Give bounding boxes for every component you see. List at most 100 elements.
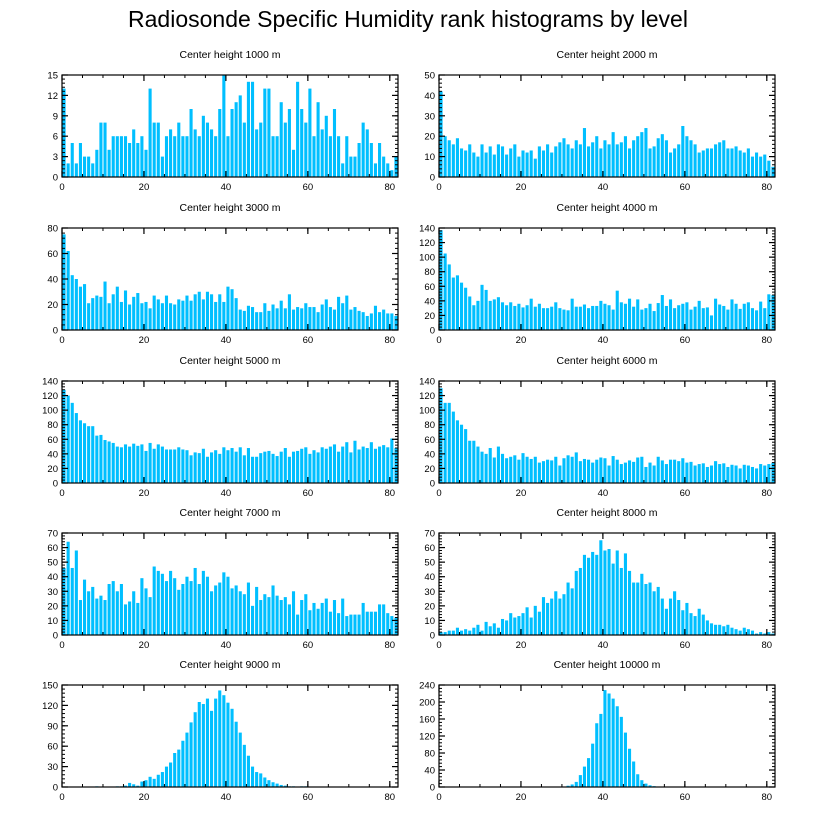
x-tick-label: 60 bbox=[303, 640, 314, 651]
histogram-bar bbox=[714, 461, 718, 483]
histogram-bar bbox=[677, 461, 681, 483]
histogram-bar bbox=[472, 627, 476, 635]
histogram-bar bbox=[505, 305, 509, 330]
histogram-bar bbox=[136, 445, 140, 483]
histogram-bar bbox=[103, 122, 107, 177]
histogram-bar bbox=[259, 453, 263, 483]
x-tick-label: 60 bbox=[680, 640, 691, 651]
histogram-bar bbox=[677, 144, 681, 177]
histogram-bar bbox=[537, 303, 541, 330]
y-tick-label: 10 bbox=[424, 152, 435, 163]
y-tick-label: 0 bbox=[53, 326, 58, 337]
x-tick-label: 20 bbox=[516, 182, 527, 193]
histogram-bar bbox=[271, 782, 275, 787]
y-tick-label: 40 bbox=[47, 572, 58, 583]
histogram-bar bbox=[316, 102, 320, 177]
histogram-bar bbox=[722, 140, 726, 177]
histogram-bar bbox=[509, 456, 513, 483]
x-tick-label: 0 bbox=[59, 488, 64, 499]
histogram-bar bbox=[152, 295, 156, 330]
histogram-bar bbox=[468, 296, 472, 330]
histogram-bar bbox=[496, 446, 500, 483]
histogram-bar bbox=[205, 456, 210, 483]
histogram-bar bbox=[656, 586, 660, 635]
histogram-bar bbox=[714, 298, 718, 330]
y-tick-label: 0 bbox=[430, 326, 435, 337]
x-tick-label: 60 bbox=[303, 182, 314, 193]
y-tick-label: 60 bbox=[424, 435, 435, 446]
histogram-bar bbox=[558, 308, 562, 330]
histogram-bar bbox=[234, 721, 238, 787]
histogram-bar bbox=[316, 312, 320, 330]
histogram-bar bbox=[255, 586, 259, 635]
histogram-bar bbox=[701, 614, 705, 635]
histogram-bar bbox=[214, 698, 218, 787]
histogram-bar bbox=[615, 459, 619, 483]
panel-title: Center height 10000 m bbox=[554, 659, 661, 671]
y-tick-label: 20 bbox=[424, 311, 435, 322]
histogram-bar bbox=[214, 136, 218, 177]
y-tick-label: 40 bbox=[424, 91, 435, 102]
histogram-bar bbox=[759, 464, 763, 483]
histogram-bar bbox=[582, 554, 587, 635]
histogram-bar bbox=[464, 287, 468, 330]
histogram-bar bbox=[767, 632, 771, 635]
histogram-bar bbox=[689, 140, 693, 177]
histogram-bar bbox=[74, 279, 78, 330]
panel-frame bbox=[438, 227, 776, 331]
histogram-bar bbox=[488, 626, 492, 635]
histogram-bar bbox=[324, 115, 328, 177]
histogram-bar bbox=[632, 140, 636, 177]
histogram-bar bbox=[648, 785, 652, 787]
histogram-bar bbox=[763, 154, 767, 177]
histogram-bar bbox=[529, 298, 533, 330]
histogram-bar bbox=[742, 303, 746, 330]
histogram-bar bbox=[255, 129, 259, 177]
histogram-bar bbox=[320, 304, 324, 330]
histogram-bar bbox=[91, 586, 95, 635]
histogram-bar bbox=[734, 465, 738, 483]
y-tick-label: 9 bbox=[53, 111, 58, 122]
histogram-bar bbox=[439, 91, 443, 177]
y-tick-label: 30 bbox=[47, 762, 58, 773]
y-tick-label: 100 bbox=[42, 406, 58, 417]
histogram-bar bbox=[173, 753, 177, 787]
histogram-bar bbox=[275, 783, 279, 787]
x-tick-label: 60 bbox=[680, 335, 691, 346]
histogram-bar bbox=[685, 136, 689, 177]
histogram-bar bbox=[70, 567, 74, 635]
histogram-bar bbox=[242, 455, 246, 483]
histogram-bar bbox=[390, 438, 394, 483]
histogram-bar bbox=[156, 444, 160, 483]
histogram-bar bbox=[365, 129, 369, 177]
histogram-panel-5: Center height 5000 m 0 20 40 60 80 0 20 40 60 80 10… bbox=[42, 355, 399, 499]
histogram-bar bbox=[455, 138, 459, 177]
histogram-bar bbox=[726, 624, 730, 635]
histogram-bar bbox=[533, 456, 537, 483]
histogram-bar bbox=[668, 598, 673, 635]
histogram-bar bbox=[574, 140, 578, 177]
histogram-bar bbox=[246, 81, 250, 177]
histogram-bar bbox=[123, 136, 128, 177]
histogram-bar bbox=[627, 570, 632, 635]
histogram-bar bbox=[447, 140, 451, 177]
histogram-bar bbox=[640, 573, 644, 635]
histogram-bar bbox=[587, 308, 591, 330]
histogram-bar bbox=[283, 308, 287, 330]
histogram-bar bbox=[312, 136, 316, 177]
histogram-bar bbox=[242, 310, 246, 330]
x-tick-label: 20 bbox=[139, 182, 150, 193]
histogram-bar bbox=[505, 154, 509, 177]
histogram-bar bbox=[623, 303, 627, 330]
histogram-bar bbox=[525, 456, 529, 483]
histogram-bar bbox=[455, 420, 459, 483]
histogram-bar bbox=[689, 461, 693, 483]
histogram-bar bbox=[78, 600, 82, 635]
histogram-bar bbox=[287, 109, 291, 177]
histogram-bar bbox=[238, 447, 242, 483]
histogram-bar bbox=[287, 294, 291, 330]
histogram-bar bbox=[373, 305, 378, 330]
histogram-bar bbox=[78, 420, 82, 483]
y-tick-label: 200 bbox=[419, 698, 435, 709]
histogram-bar bbox=[627, 148, 632, 177]
